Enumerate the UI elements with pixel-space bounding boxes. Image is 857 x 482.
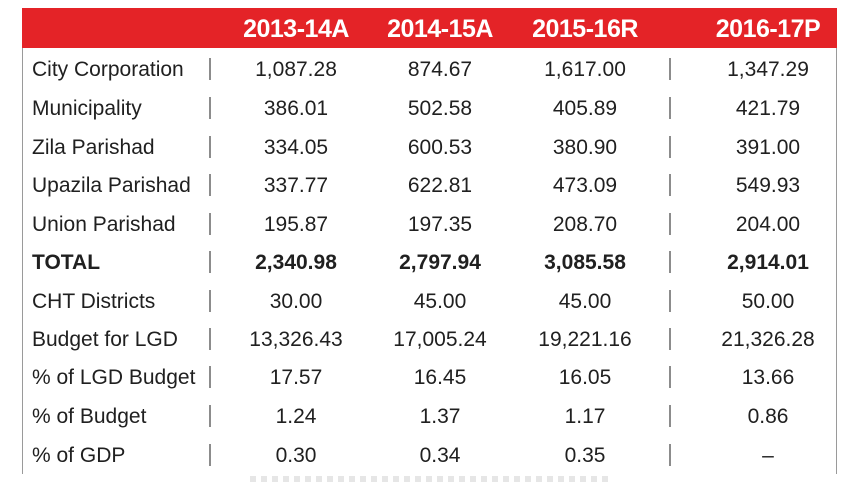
row-label: Zila Parishad	[32, 136, 155, 159]
table-row: Budget for LGD 13,326.43 17,005.24 19,221.1…	[22, 320, 837, 358]
column-divider	[209, 405, 211, 427]
column-divider	[209, 328, 211, 350]
value-cell: 30.00	[269, 290, 323, 313]
row-label: % of LGD Budget	[32, 366, 196, 389]
row-label: % of Budget	[32, 405, 147, 428]
value-cell: 334.05	[263, 136, 329, 159]
value-cell: 391.00	[735, 136, 801, 159]
column-divider	[209, 136, 211, 158]
value-cell: 549.93	[735, 174, 801, 197]
column-divider	[669, 58, 671, 80]
column-divider	[669, 444, 671, 466]
table-frame	[22, 8, 837, 474]
value-cell: 208.70	[552, 213, 618, 236]
value-cell: 45.00	[558, 290, 612, 313]
column-divider	[669, 97, 671, 119]
table-row: % of LGD Budget 17.57 16.45 16.05 13.66	[22, 358, 837, 396]
value-cell: 1,347.29	[727, 58, 809, 81]
column-divider	[669, 328, 671, 350]
row-label: Budget for LGD	[32, 328, 178, 351]
table-header: 2013-14A 2014-15A 2015-16R 2016-17P	[22, 8, 837, 48]
column-divider	[209, 58, 211, 80]
value-cell: 2,797.94	[399, 251, 481, 274]
value-cell: 1.24	[275, 405, 317, 428]
column-divider	[209, 174, 211, 196]
column-divider	[209, 366, 211, 388]
value-cell: 386.01	[263, 97, 329, 120]
row-label: % of GDP	[32, 444, 126, 467]
value-cell: 405.89	[552, 97, 618, 120]
header-cell-2015-16r: 2015-16R	[532, 15, 638, 43]
value-cell: 421.79	[735, 97, 801, 120]
row-label: Upazila Parishad	[32, 174, 191, 197]
value-cell: 1,087.28	[255, 58, 337, 81]
column-divider	[209, 213, 211, 235]
column-divider	[669, 174, 671, 196]
column-divider	[669, 251, 671, 273]
value-cell: 17,005.24	[393, 328, 487, 351]
table-row: CHT Districts 30.00 45.00 45.00 50.00	[22, 282, 837, 320]
table-row: % of Budget 1.24 1.37 1.17 0.86	[22, 397, 837, 435]
row-label: Union Parishad	[32, 213, 176, 236]
header-cell-2014-15a: 2014-15A	[387, 15, 493, 43]
value-cell: 337.77	[263, 174, 329, 197]
value-cell: 17.57	[269, 366, 323, 389]
value-cell: 0.34	[419, 444, 461, 467]
value-cell: 204.00	[735, 213, 801, 236]
value-cell: 380.90	[552, 136, 618, 159]
column-divider	[209, 251, 211, 273]
column-divider	[209, 97, 211, 119]
table-row: City Corporation 1,087.28 874.67 1,617.00 1,…	[22, 50, 837, 88]
column-divider	[669, 290, 671, 312]
table-row: Municipality 386.01 502.58 405.89 421.79	[22, 89, 837, 127]
row-label: Municipality	[32, 97, 142, 120]
table-row: % of GDP 0.30 0.34 0.35 –	[22, 436, 837, 474]
value-cell: 0.86	[747, 405, 789, 428]
column-divider	[209, 290, 211, 312]
table-row: Union Parishad 195.87 197.35 208.70 204.00	[22, 205, 837, 243]
row-label: CHT Districts	[32, 290, 156, 313]
value-cell: 2,914.01	[727, 251, 809, 274]
table-row: Zila Parishad 334.05 600.53 380.90 391.00	[22, 128, 837, 166]
value-cell: 1.17	[564, 405, 606, 428]
value-cell: 2,340.98	[255, 251, 337, 274]
footer-source-fragment	[250, 476, 610, 482]
header-cell-2013-14a: 2013-14A	[243, 15, 349, 43]
value-cell: 1,617.00	[544, 58, 626, 81]
value-cell: 473.09	[552, 174, 618, 197]
value-cell: 0.30	[275, 444, 317, 467]
value-cell: 622.81	[407, 174, 473, 197]
value-cell: 13,326.43	[249, 328, 343, 351]
row-label: City Corporation	[32, 58, 184, 81]
value-cell: 3,085.58	[544, 251, 626, 274]
row-label: TOTAL	[32, 251, 101, 274]
value-cell: 600.53	[407, 136, 473, 159]
value-cell: 874.67	[407, 58, 473, 81]
table-row: TOTAL 2,340.98 2,797.94 3,085.58 2,914.01	[22, 243, 837, 281]
column-divider	[669, 405, 671, 427]
value-cell: –	[762, 444, 774, 467]
value-cell: 1.37	[419, 405, 461, 428]
value-cell: 0.35	[564, 444, 606, 467]
value-cell: 13.66	[741, 366, 795, 389]
value-cell: 19,221.16	[538, 328, 632, 351]
value-cell: 197.35	[407, 213, 473, 236]
value-cell: 21,326.28	[721, 328, 815, 351]
top-strip	[0, 0, 857, 8]
column-divider	[669, 136, 671, 158]
header-cell-2016-17p: 2016-17P	[715, 15, 821, 43]
column-divider	[209, 444, 211, 466]
value-cell: 195.87	[263, 213, 329, 236]
table-row: Upazila Parishad 337.77 622.81 473.09 549.93	[22, 166, 837, 204]
column-divider	[669, 213, 671, 235]
column-divider	[669, 366, 671, 388]
value-cell: 502.58	[407, 97, 473, 120]
value-cell: 50.00	[741, 290, 795, 313]
value-cell: 16.05	[558, 366, 612, 389]
value-cell: 45.00	[413, 290, 467, 313]
value-cell: 16.45	[413, 366, 467, 389]
